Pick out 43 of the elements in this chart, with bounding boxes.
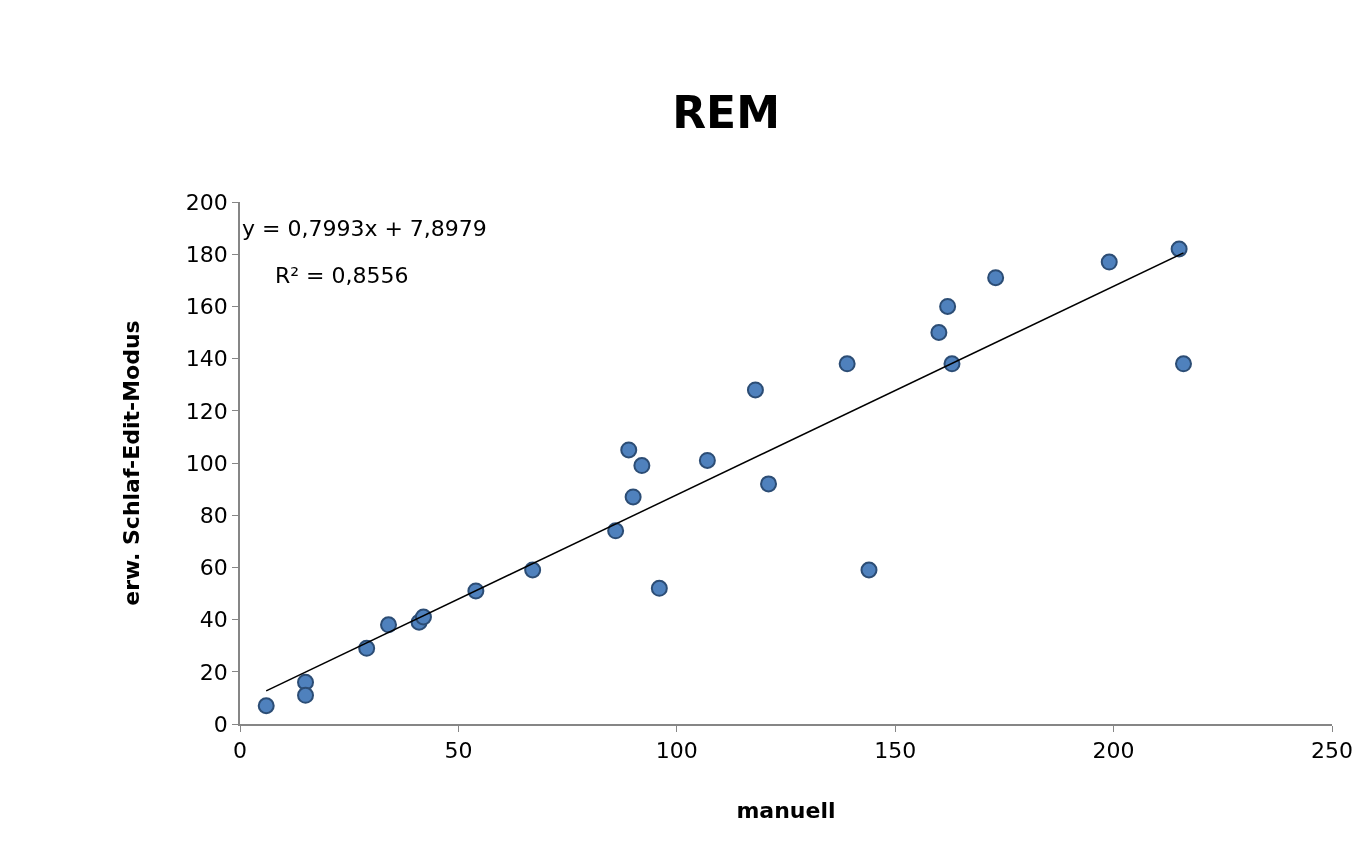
- point: [297, 686, 315, 704]
- y-tick-label: 120: [185, 398, 228, 424]
- point: [987, 269, 1005, 287]
- point: [607, 522, 625, 540]
- point: [624, 488, 642, 506]
- point: [930, 324, 948, 341]
- y-tick-label: 100: [185, 450, 228, 476]
- y-tick-label: 60: [199, 555, 228, 581]
- x-tick-label: 100: [655, 738, 698, 764]
- y-axis-title: erw. Schlaf-Edit-Modus: [119, 320, 145, 606]
- point: [650, 579, 668, 597]
- point: [939, 297, 957, 315]
- chart-title: REM: [672, 86, 780, 138]
- point: [698, 451, 716, 469]
- point: [1170, 240, 1188, 258]
- y-tick-label: 0: [213, 711, 228, 737]
- point: [524, 561, 542, 579]
- x-tick-label: 50: [444, 738, 473, 764]
- y-tick-label: 80: [199, 502, 228, 528]
- x-tick-label: 150: [874, 738, 917, 764]
- annotation: y = 0,7993x + 7,8979: [242, 216, 487, 241]
- y-tick-label: 180: [185, 241, 228, 267]
- y-tick-label: 160: [185, 294, 228, 320]
- y-tick-label: 200: [185, 189, 228, 215]
- point: [633, 457, 651, 475]
- y-tick-label: 40: [199, 607, 228, 633]
- annotation: R² = 0,8556: [275, 263, 409, 288]
- point: [257, 697, 275, 715]
- point: [838, 355, 856, 373]
- x-tick-label: 200: [1092, 738, 1135, 764]
- point: [760, 475, 778, 493]
- point: [746, 381, 764, 399]
- y-tick-label: 140: [185, 346, 228, 372]
- point: [358, 639, 376, 657]
- x-axis-title: manuell: [736, 797, 836, 823]
- point: [1175, 355, 1192, 373]
- point: [620, 441, 638, 459]
- point: [380, 616, 398, 634]
- point: [1100, 253, 1118, 271]
- x-tick-label: 0: [233, 738, 247, 764]
- x-tick-label: 250: [1311, 738, 1353, 764]
- y-tick-label: 20: [199, 659, 228, 685]
- point: [860, 561, 878, 579]
